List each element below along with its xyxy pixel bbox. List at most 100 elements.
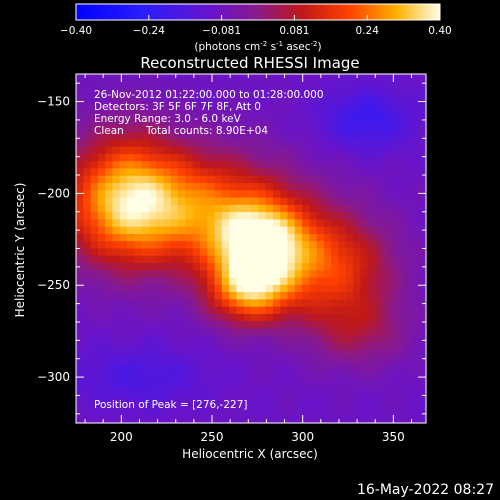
heatmap-cell — [127, 74, 135, 82]
heatmap-cell — [112, 328, 121, 337]
heatmap-cell — [382, 357, 391, 366]
heatmap-cell — [76, 117, 84, 126]
heatmap-cell — [229, 103, 238, 111]
heatmap-cell — [119, 175, 128, 184]
heatmap-cell — [156, 393, 165, 402]
heatmap-cell — [382, 321, 391, 330]
heatmap-cell — [258, 379, 267, 388]
heatmap-cell — [236, 204, 245, 213]
heatmap-cell — [331, 357, 340, 366]
heatmap-cell — [192, 212, 201, 221]
heatmap-cell — [353, 299, 361, 308]
heatmap-cell — [90, 233, 99, 242]
heatmap-cell — [316, 393, 325, 402]
heatmap-cell — [404, 248, 413, 257]
heatmap-cell — [265, 248, 274, 257]
heatmap-cell — [207, 226, 216, 235]
heatmap-cell — [90, 328, 99, 337]
heatmap-cell — [105, 379, 114, 388]
heatmap-cell — [236, 233, 245, 242]
heatmap-cell — [236, 95, 245, 104]
heatmap-cell — [156, 175, 165, 184]
heatmap-cell — [214, 299, 223, 308]
annotation-time-range: 26-Nov-2012 01:22:00.000 to 01:28:00.000 — [94, 89, 324, 101]
heatmap-cell — [294, 81, 303, 90]
heatmap-cell — [83, 379, 92, 388]
heatmap-cell — [309, 219, 318, 228]
heatmap-cell — [83, 139, 92, 148]
heatmap-cell — [382, 343, 391, 351]
heatmap-cell — [360, 81, 369, 90]
heatmap-cell — [170, 241, 179, 250]
heatmap-cell — [353, 146, 361, 155]
heatmap-cell — [119, 190, 128, 199]
heatmap-cell — [192, 270, 201, 279]
heatmap-cell — [214, 233, 223, 242]
heatmap-cell — [112, 81, 121, 90]
heatmap-cell — [170, 197, 179, 206]
heatmap-cell — [382, 263, 391, 271]
heatmap-cell — [338, 190, 347, 199]
heatmap-cell — [105, 328, 114, 337]
heatmap-cell — [396, 124, 405, 133]
heatmap-cell — [345, 74, 354, 82]
heatmap-cell — [163, 386, 172, 395]
heatmap-cell — [418, 74, 427, 82]
heatmap-cell — [192, 219, 201, 228]
heatmap-cell — [323, 284, 332, 293]
heatmap-cell — [404, 212, 413, 221]
heatmap-cell — [148, 233, 157, 242]
heatmap-cell — [345, 241, 354, 250]
heatmap-cell — [411, 241, 420, 250]
heatmap-cell — [236, 292, 245, 300]
heatmap-cell — [83, 328, 92, 337]
heatmap-cell — [382, 139, 391, 148]
heatmap-cell — [367, 372, 376, 380]
heatmap-cell — [251, 132, 259, 141]
heatmap-cell — [127, 248, 135, 257]
heatmap-cell — [323, 117, 332, 126]
heatmap-cell — [185, 197, 194, 206]
heatmap-cell — [345, 292, 354, 300]
heatmap-cell — [302, 110, 310, 119]
heatmap-cell — [119, 372, 128, 380]
heatmap-cell — [345, 350, 354, 359]
heatmap-cell — [280, 95, 289, 104]
heatmap-cell — [134, 379, 143, 388]
heatmap-cell — [287, 401, 296, 410]
heatmap-cell — [251, 350, 259, 359]
heatmap-cell — [243, 212, 252, 221]
heatmap-cell — [112, 95, 121, 104]
heatmap-cell — [265, 263, 274, 271]
heatmap-cell — [418, 183, 427, 191]
heatmap-cell — [170, 146, 179, 155]
heatmap-cell — [323, 219, 332, 228]
heatmap-cell — [105, 393, 114, 402]
heatmap-cell — [207, 153, 216, 162]
heatmap-cell — [338, 270, 347, 279]
heatmap-cell — [382, 270, 391, 279]
heatmap-cell — [331, 117, 340, 126]
heatmap-cell — [148, 350, 157, 359]
heatmap-cell — [170, 233, 179, 242]
heatmap-cell — [229, 204, 238, 213]
heatmap-cell — [280, 372, 289, 380]
heatmap-cell — [258, 132, 267, 141]
heatmap-cell — [411, 408, 420, 417]
heatmap-cell — [178, 277, 186, 286]
heatmap-cell — [236, 103, 245, 111]
heatmap-cell — [353, 393, 361, 402]
heatmap-cell — [229, 270, 238, 279]
heatmap-cell — [280, 110, 289, 119]
heatmap-cell — [221, 372, 230, 380]
heatmap-cell — [178, 81, 186, 90]
heatmap-cell — [134, 313, 143, 322]
heatmap-cell — [243, 350, 252, 359]
heatmap-cell — [156, 226, 165, 235]
heatmap-cell — [404, 292, 413, 300]
heatmap-cell — [90, 255, 99, 264]
heatmap-cell — [178, 241, 186, 250]
heatmap-cell — [105, 212, 114, 221]
heatmap-cell — [134, 415, 143, 424]
heatmap-cell — [411, 153, 420, 162]
